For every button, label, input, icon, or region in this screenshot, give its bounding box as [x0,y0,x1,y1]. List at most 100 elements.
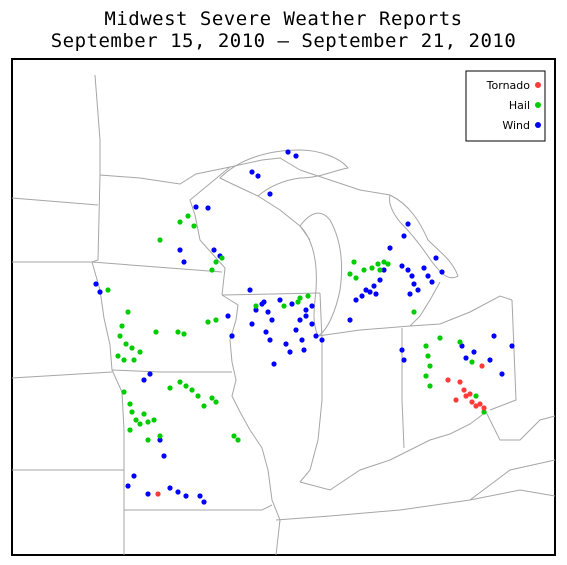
hail-report-marker [411,309,417,315]
hail-report-marker [481,409,487,415]
wind-report-marker [471,349,477,355]
wind-report-marker [283,341,289,347]
wind-report-marker [267,191,273,197]
hail-report-marker [129,409,135,415]
wind-report-marker [411,281,417,287]
wind-report-marker [499,371,505,377]
hail-report-marker [377,267,383,273]
hail-report-marker [191,223,197,229]
wind-report-marker [261,299,267,305]
hail-report-marker [297,295,303,301]
hail-report-marker [177,379,183,385]
state-boundaries [11,74,556,556]
wind-report-marker [297,317,303,323]
wind-report-marker [197,493,203,499]
hail-report-marker [189,387,195,393]
wind-report-marker [401,233,407,239]
tornado-report-marker [469,399,475,405]
hail-report-marker [213,259,219,265]
wind-report-marker [313,333,319,339]
hail-report-marker [117,333,123,339]
wind-report-marker [405,221,411,227]
hail-report-marker [351,259,357,265]
wind-report-marker [249,321,255,327]
hail-report-marker [369,265,375,271]
hail-report-marker [183,383,189,389]
hail-report-marker [181,331,187,337]
tornado-report-marker [453,397,459,403]
wind-report-marker [183,493,189,499]
wind-report-marker [255,173,261,179]
legend-label-tornado: Tornado [486,79,531,92]
wind-report-marker [459,343,465,349]
hail-report-marker [209,395,215,401]
hail-report-marker [105,287,111,293]
wind-report-marker [401,357,407,363]
wind-report-marker [211,247,217,253]
wind-report-marker [399,347,405,353]
legend-marker-tornado [535,82,541,88]
hail-report-marker [121,357,127,363]
wind-report-marker [97,289,103,295]
wind-report-marker [303,313,309,319]
hail-report-marker [361,267,367,273]
wind-report-marker [263,329,269,335]
hail-report-marker [347,271,353,277]
wind-report-marker [415,287,421,293]
wind-report-marker [367,289,373,295]
tornado-report-marker [477,401,483,407]
wind-report-marker [303,307,309,313]
wind-report-marker [421,265,427,271]
wind-report-marker [381,267,387,273]
wind-report-marker [359,293,365,299]
wind-report-marker [433,255,439,261]
legend: Tornado Hail Wind [465,70,546,142]
hail-report-marker [457,339,463,345]
wind-report-marker [387,245,393,251]
wind-report-marker [201,499,207,505]
hail-report-marker [385,261,391,267]
wind-report-marker [229,333,235,339]
hail-report-marker [201,403,207,409]
hail-report-marker [423,373,429,379]
wind-report-marker [371,283,377,289]
hail-report-marker [157,237,163,243]
hail-report-marker [235,437,241,443]
wind-report-marker [93,281,99,287]
hail-report-marker [353,275,359,281]
tornado-report-marker [467,391,473,397]
wind-report-marker [157,437,163,443]
hail-report-marker [295,299,301,305]
hail-report-marker [213,317,219,323]
hail-report-marker [129,345,135,351]
hail-report-marker [381,259,387,265]
tornado-report-marker [155,491,161,497]
hail-report-marker [127,427,133,433]
wind-report-marker [287,349,293,355]
legend-marker-hail [535,102,541,108]
report-markers [93,149,515,505]
wind-report-marker [269,317,275,323]
hail-report-marker [133,417,139,423]
wind-report-marker [141,377,147,383]
wind-report-marker [167,485,173,491]
legend-label-wind: Wind [502,119,530,132]
hail-report-marker [205,319,211,325]
wind-report-marker [491,333,497,339]
map-title: Midwest Severe Weather Reports [104,8,463,30]
hail-report-marker [305,293,311,299]
wind-report-marker [277,297,283,303]
tornado-report-marker [473,403,479,409]
wind-report-marker [267,337,273,343]
hail-report-marker [151,417,157,423]
hail-report-marker [115,353,121,359]
wind-report-marker [145,491,151,497]
hail-report-marker [175,329,181,335]
hail-report-marker [167,385,173,391]
wind-report-marker [293,153,299,159]
wind-report-marker [205,205,211,211]
hail-report-marker [137,421,143,427]
hail-report-marker [119,323,125,329]
hail-report-marker [469,359,475,365]
